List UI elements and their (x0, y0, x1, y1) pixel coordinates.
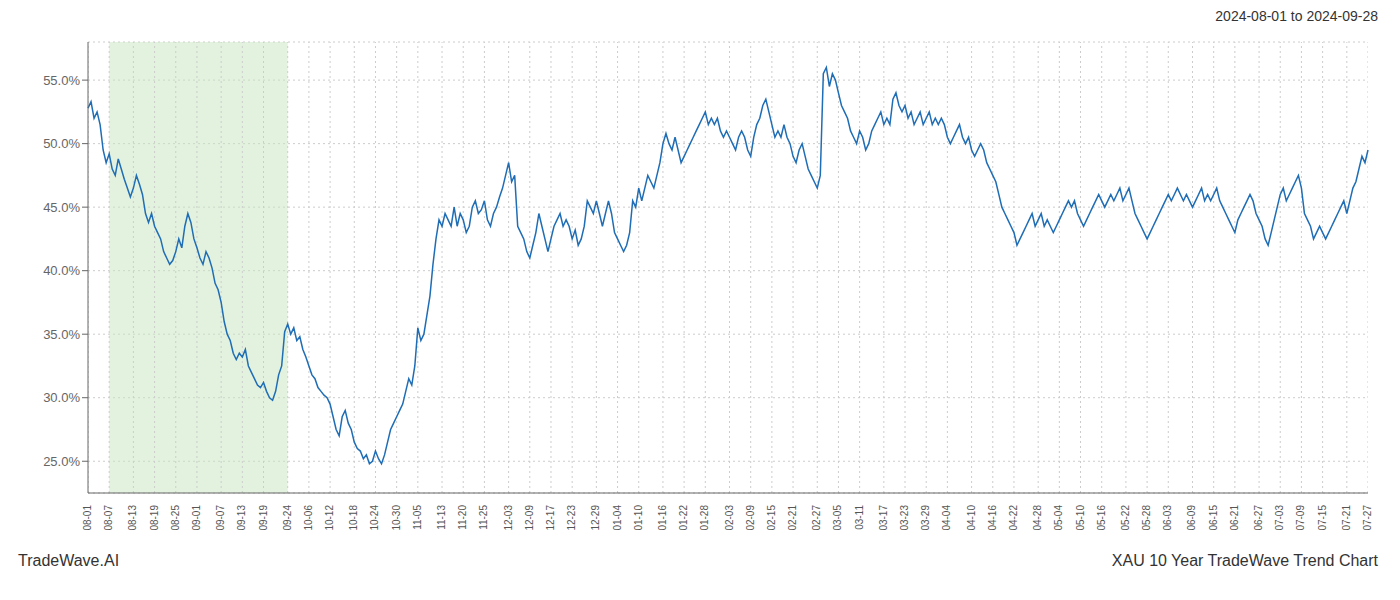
svg-text:06-21: 06-21 (1229, 505, 1240, 531)
svg-text:01-04: 01-04 (612, 505, 623, 531)
svg-text:04-16: 04-16 (987, 505, 998, 531)
svg-text:10-24: 10-24 (369, 505, 380, 531)
svg-text:10-12: 10-12 (324, 505, 335, 531)
svg-text:12-23: 12-23 (566, 505, 577, 531)
svg-text:04-22: 04-22 (1008, 505, 1019, 531)
svg-text:12-29: 12-29 (590, 505, 601, 531)
svg-text:09-07: 09-07 (215, 505, 226, 531)
svg-text:04-10: 04-10 (966, 505, 977, 531)
svg-text:10-06: 10-06 (303, 505, 314, 531)
html-text:TradeWave.AI: TradeWave.AI (18, 552, 120, 569)
svg-text:09-13: 09-13 (236, 505, 247, 531)
svg-text:04-04: 04-04 (941, 505, 952, 531)
svg-text:07-21: 07-21 (1341, 505, 1352, 531)
svg-text:35.0%: 35.0% (43, 327, 80, 342)
svg-text:03-11: 03-11 (854, 505, 865, 530)
svg-text:50.0%: 50.0% (43, 136, 80, 151)
svg-text:01-22: 01-22 (678, 505, 689, 531)
svg-text:12-03: 12-03 (503, 505, 514, 531)
svg-text:05-28: 05-28 (1141, 505, 1152, 531)
svg-text:07-03: 07-03 (1274, 505, 1285, 531)
svg-text:04-28: 04-28 (1032, 505, 1043, 531)
svg-text:55.0%: 55.0% (43, 73, 80, 88)
svg-text:45.0%: 45.0% (43, 200, 80, 215)
svg-text:11-25: 11-25 (478, 505, 489, 530)
svg-text:12-17: 12-17 (545, 505, 556, 531)
svg-text:12-09: 12-09 (524, 505, 535, 531)
svg-text:05-10: 05-10 (1075, 505, 1086, 531)
svg-text:02-09: 02-09 (745, 505, 756, 531)
svg-text:07-27: 07-27 (1362, 505, 1373, 531)
svg-text:09-01: 09-01 (191, 505, 202, 531)
svg-text:11-20: 11-20 (457, 505, 468, 530)
svg-text:08-19: 08-19 (149, 505, 160, 531)
svg-text:01-16: 01-16 (657, 505, 668, 531)
svg-text:08-25: 08-25 (170, 505, 181, 531)
svg-text:07-09: 07-09 (1295, 505, 1306, 531)
svg-text:08-13: 08-13 (127, 505, 138, 531)
svg-text:08-01: 08-01 (82, 505, 93, 531)
svg-text:02-21: 02-21 (787, 505, 798, 531)
svg-text:03-17: 03-17 (878, 505, 889, 531)
svg-text:25.0%: 25.0% (43, 454, 80, 469)
svg-text:09-19: 09-19 (258, 505, 269, 531)
svg-text:02-03: 02-03 (724, 505, 735, 531)
svg-text:07-15: 07-15 (1317, 505, 1328, 531)
svg-text:03-23: 03-23 (899, 505, 910, 531)
svg-text:40.0%: 40.0% (43, 263, 80, 278)
svg-text:08-07: 08-07 (103, 505, 114, 531)
svg-text:06-03: 06-03 (1162, 505, 1173, 531)
svg-text:03-05: 03-05 (832, 505, 843, 531)
svg-text:11-13: 11-13 (436, 505, 447, 530)
svg-text:10-30: 10-30 (391, 505, 402, 531)
svg-text:05-04: 05-04 (1053, 505, 1064, 531)
svg-text:30.0%: 30.0% (43, 390, 80, 405)
svg-text:02-27: 02-27 (811, 505, 822, 531)
svg-text:01-10: 01-10 (633, 505, 644, 531)
svg-text:06-09: 06-09 (1186, 505, 1197, 531)
svg-text:02-15: 02-15 (766, 505, 777, 531)
svg-text:11-05: 11-05 (412, 505, 423, 530)
svg-text:05-16: 05-16 (1096, 505, 1107, 531)
svg-text:09-24: 09-24 (282, 505, 293, 531)
svg-text:06-27: 06-27 (1253, 505, 1264, 531)
svg-text:05-22: 05-22 (1120, 505, 1131, 531)
svg-text:01-28: 01-28 (699, 505, 710, 531)
html-text:2024-08-01 to 2024-09-28: 2024-08-01 to 2024-09-28 (1215, 8, 1378, 24)
html-text:XAU 10 Year TradeWave Trend Ch: XAU 10 Year TradeWave Trend Chart (1111, 552, 1378, 569)
svg-text:10-18: 10-18 (348, 505, 359, 531)
svg-text:03-29: 03-29 (920, 505, 931, 531)
svg-text:06-15: 06-15 (1208, 505, 1219, 531)
